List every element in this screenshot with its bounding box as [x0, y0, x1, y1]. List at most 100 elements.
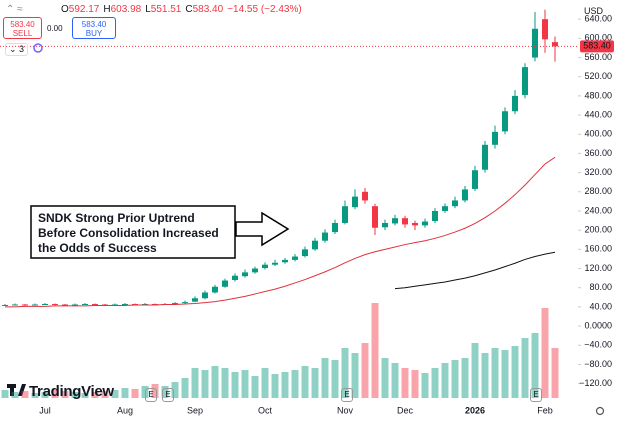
ohlc-value: 603.98 [110, 4, 142, 15]
indicators-count: 3 [19, 44, 25, 54]
volume-bar [371, 303, 379, 398]
spread: 0.00 [47, 24, 63, 33]
candle-body [462, 189, 468, 201]
event-marker[interactable]: E [341, 388, 353, 402]
logo-part [10, 384, 14, 396]
candle-body [542, 19, 548, 40]
volume-bar [411, 370, 419, 398]
volume-bar [51, 390, 59, 398]
sell-label: SELL [12, 29, 33, 38]
sell-button[interactable]: 583.40 SELL [3, 17, 42, 39]
y-tick-label: 440.00 [584, 109, 612, 119]
event-marker[interactable]: E [145, 388, 157, 402]
sell-price: 583.40 [10, 20, 35, 29]
candle-body [262, 264, 268, 269]
candle-body [82, 304, 88, 306]
y-tick-label: 0.0000 [584, 320, 612, 330]
candle-body [392, 218, 398, 224]
volume-bar [301, 366, 309, 398]
event-marker[interactable]: E [530, 388, 542, 402]
volume-bar [41, 392, 49, 398]
candle-body [382, 222, 388, 228]
candle-body [472, 170, 478, 189]
candles [1, 9, 559, 398]
volume-bar [231, 372, 239, 398]
indicators-toggle[interactable]: ⌄ 3 [5, 43, 29, 56]
volume-bar [311, 368, 319, 398]
volume-bar [331, 360, 339, 398]
y-tick-label: 520.00 [584, 71, 612, 81]
volume-bar [321, 358, 329, 398]
candle-body [282, 259, 288, 263]
candle-body [62, 304, 68, 306]
volume-bar [521, 338, 529, 398]
volume-bar [281, 372, 289, 398]
x-tick-label: Jul [39, 405, 51, 415]
candle-body [402, 218, 408, 225]
volume-bar [171, 382, 179, 398]
price-tag [580, 40, 614, 53]
x-tick-label: Dec [397, 405, 414, 415]
currency[interactable]: USD [584, 6, 604, 16]
annotation-text: SNDK Strong Prior Uptrend Before Consoli… [38, 211, 219, 255]
volume-bar [61, 391, 69, 398]
volume-bar [391, 363, 399, 398]
candle-body [222, 280, 228, 287]
volume-bar [481, 353, 489, 398]
candle-body [232, 275, 238, 281]
volume-bar [91, 392, 99, 398]
moving-average [394, 251, 556, 290]
volume-bar [541, 308, 549, 398]
ohlc-key: O [61, 4, 69, 15]
x-tick-label: Aug [117, 405, 133, 415]
menu-icons[interactable]: ⌃ ≈ [6, 4, 23, 15]
candle-body [192, 298, 198, 302]
volume-bar [221, 368, 229, 398]
candle-body [252, 268, 258, 273]
volume-bar [131, 389, 139, 398]
candle-body [442, 206, 448, 211]
indicator-icon[interactable] [33, 43, 43, 53]
candle-body [302, 249, 308, 257]
x-tick-label: 2026 [465, 405, 485, 415]
candle-body [352, 196, 358, 208]
y-tick-label: 560.00 [584, 52, 612, 62]
ohlc-key: L [145, 4, 151, 15]
brand: TradingView [29, 383, 114, 400]
volume-bar [351, 353, 359, 398]
candle-body [122, 304, 128, 306]
volume-bar [431, 368, 439, 398]
candle-body [12, 304, 18, 306]
candle-body [22, 304, 28, 306]
volume-bar [11, 392, 19, 398]
candle-body [292, 256, 298, 260]
volume-bar [261, 368, 269, 398]
candle-body [372, 206, 378, 228]
settings-icon[interactable] [595, 406, 605, 416]
candle-body [482, 144, 488, 170]
volume-bar [421, 373, 429, 398]
candle-body [532, 28, 538, 58]
candle-body [272, 262, 278, 265]
candle-body [52, 304, 58, 306]
y-tick-label: 320.00 [584, 167, 612, 177]
candle-body [362, 191, 368, 201]
y-tick-label: 280.00 [584, 186, 612, 196]
ohlc-value: 551.51 [150, 4, 182, 15]
candle-body [242, 272, 248, 277]
volume-bar [381, 358, 389, 398]
logo-part [18, 384, 26, 396]
event-marker[interactable]: E [162, 388, 174, 402]
volume-bar [501, 350, 509, 398]
candle-body [422, 221, 428, 226]
y-tick-label: −80.00 [584, 359, 612, 369]
volume-bar [151, 384, 159, 398]
volume-bar [511, 346, 519, 398]
volume-bar [111, 390, 119, 398]
ohlc-key: H [103, 4, 111, 15]
y-tick-label: 40.00 [589, 301, 612, 311]
buy-button[interactable]: 583.40 BUY [72, 17, 116, 39]
volume-bar [451, 360, 459, 398]
candle-body [332, 222, 338, 233]
